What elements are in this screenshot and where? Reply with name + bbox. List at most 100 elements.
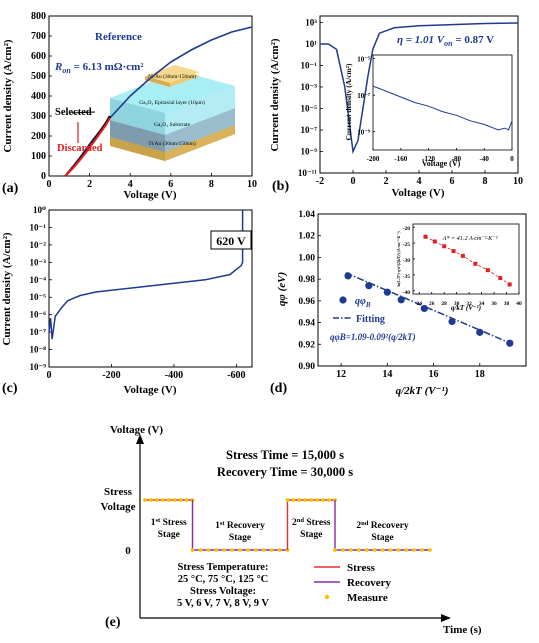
measure-point — [404, 548, 409, 552]
panel-b-xtick-label: 10 — [513, 176, 523, 187]
stage-label-line-1: 1st Recovery — [215, 520, 265, 531]
panel-b-inset-ytick-label: 10⁻⁵ — [357, 56, 370, 64]
series-discarded — [64, 117, 111, 177]
measure-point — [154, 498, 159, 502]
panel-d-inset-xtick-label: 30 — [454, 301, 460, 307]
panel-d-inset-point — [442, 244, 447, 249]
panel-a-ytick-label: 500 — [31, 71, 46, 82]
condition-line-3: Stress Voltage: — [190, 586, 256, 597]
measure-point — [303, 498, 308, 502]
panel-a-ytick-label: 400 — [31, 91, 46, 102]
layer-label-3: Ga₂O₃ Substrate — [154, 122, 191, 128]
device-stack-illustration: Ni/Au (30nm/150nm) Ga₂O₃ Epitaxial layer… — [110, 65, 235, 161]
panel-b-xlabel: Voltage (V) — [391, 187, 444, 199]
panel-e-title-1: Stress Time = 15,000 s — [226, 448, 344, 462]
legend-recovery-label: Recovery — [347, 577, 391, 589]
panel-d-inset-ylabel: ln(Jₛ/T²)-q²σ²/(2(kT)²) (A·cm⁻²·K⁻²) — [397, 231, 401, 287]
stress-voltage-label-1: Stress — [104, 486, 133, 498]
panel-a-xlabel: Voltage (V) — [123, 189, 176, 201]
layer-label-4: Ti/Au (30nm/150nm) — [148, 140, 195, 147]
panel-b-iv-curve — [320, 22, 519, 155]
panel-d-ytick-label: 0.90 — [298, 362, 315, 372]
panel-c-ytick-label: 10⁻⁷ — [30, 327, 47, 337]
measure-point — [341, 548, 345, 552]
panel-b-xtick-label: 6 — [450, 176, 455, 187]
panel-d-data-point — [344, 272, 352, 280]
legend-marker-qphib — [339, 296, 347, 304]
panel-a-xtick-label: 6 — [168, 179, 173, 190]
panel-d-inset-point — [451, 249, 456, 254]
measure-point — [166, 498, 171, 502]
panel-d-inset-point — [485, 268, 490, 273]
panel-b-inset-ylabel: Current density (A/cm²) — [344, 63, 353, 141]
stage-label-line-2: Stage — [229, 533, 251, 543]
condition-line-1: Stress Temperature: — [178, 562, 269, 573]
zero-voltage-label: 0 — [125, 545, 131, 557]
measure-point — [230, 548, 234, 552]
panel-c-ytick-label: 10⁰ — [33, 205, 46, 215]
panel-a-ytick-label: 300 — [31, 111, 46, 122]
panel-b-xtick-label: 4 — [417, 176, 422, 187]
panel-e-xaxis-arrow — [441, 614, 451, 622]
measure-point — [348, 548, 353, 552]
panel-b-ytick-label: 10⁻¹ — [301, 60, 318, 70]
panel-d-ytick-label: 0.92 — [298, 340, 315, 350]
panel-d-ytick-label: 0.96 — [298, 297, 315, 307]
panel-a-ylabel: Current density (A/cm²) — [2, 39, 14, 152]
panel-b-annotation: η = 1.01 Von = 0.87 V — [397, 34, 494, 48]
measure-point — [238, 548, 242, 552]
condition-line-2: 25 °C, 75 °C, 125 °C — [178, 574, 268, 585]
panel-d-inset-xtick-label: 40 — [516, 301, 522, 307]
panel-c-xtick-label: -400 — [165, 370, 183, 381]
panel-d-data-point — [506, 339, 514, 347]
panel-a-xtick-label: 10 — [247, 179, 257, 190]
panel-b-ytick-label: 10¹ — [305, 39, 317, 49]
panel-b-inset-ytick-label: 10⁻⁹ — [357, 129, 370, 137]
panel-a-ytick-label: 0 — [41, 171, 46, 182]
layer-label-2: Ga₂O₃ Epitaxial layer (10μm) — [139, 99, 205, 106]
panel-c-xtick-label: 0 — [47, 370, 52, 381]
measure-point — [160, 498, 165, 502]
panel-c-frame — [48, 209, 253, 368]
stage-label-line-1: 1st Stress — [151, 517, 187, 528]
panel-c-xtick-label: -200 — [102, 370, 120, 381]
panel-d-data-point — [397, 296, 405, 304]
measure-point — [412, 548, 417, 552]
measure-point — [364, 548, 369, 552]
measure-point — [315, 498, 320, 502]
panel-e-tag: (e) — [105, 615, 121, 630]
reference-label: Reference — [95, 31, 142, 43]
panel-d-data-point — [448, 317, 456, 326]
panel-d-ytick-label: 0.94 — [298, 319, 315, 329]
panel-d-inset-xtick-label: 38 — [504, 301, 510, 307]
measure-point — [261, 548, 266, 552]
panel-b-inset-xtick-label: -40 — [480, 155, 490, 163]
panel-c-ytick-label: 10⁻⁸ — [30, 345, 47, 355]
panel-c-breakdown-curve — [48, 210, 244, 340]
panel-c-ytick-label: 10⁻² — [30, 240, 47, 250]
discarded-label: Discarded — [57, 143, 103, 154]
panel-e-title-2: Recovery Time = 30,000 s — [217, 465, 353, 479]
panel-d-inset-xtick-label: 24 — [416, 301, 422, 307]
measure-point — [388, 548, 393, 552]
panel-d-inset-xtick-label: 34 — [479, 301, 485, 307]
panel-d-inset-ytick-label: -30 — [403, 258, 411, 264]
panel-b-inset-xlabel: Voltage (V) — [422, 159, 461, 168]
panel-d-ytick-label: 1.04 — [298, 210, 315, 220]
panel-c-ytick-label: 10⁻⁹ — [30, 362, 47, 372]
measure-point — [356, 548, 361, 552]
panel-d-inset-point — [432, 239, 437, 244]
panel-b-inset-curve — [372, 85, 513, 131]
panel-d-inset-xtick-label: 36 — [491, 301, 497, 307]
panel-d-data-point — [383, 288, 391, 296]
panel-b: -2 0 2 4 6 8 10 10⁻¹¹ 10⁻⁹ 10⁻⁷ 10⁻⁵ 10⁻³ 10⁻¹ 10¹ 10³… — [269, 15, 523, 199]
measure-point — [246, 548, 250, 552]
panel-d-frame — [317, 213, 527, 367]
measure-point — [285, 498, 290, 502]
stage-label-line-2: Stage — [371, 533, 393, 543]
panel-b-tag: (b) — [272, 179, 289, 194]
panel-c-ytick-label: 10⁻⁴ — [30, 275, 47, 285]
measure-point — [277, 548, 282, 552]
